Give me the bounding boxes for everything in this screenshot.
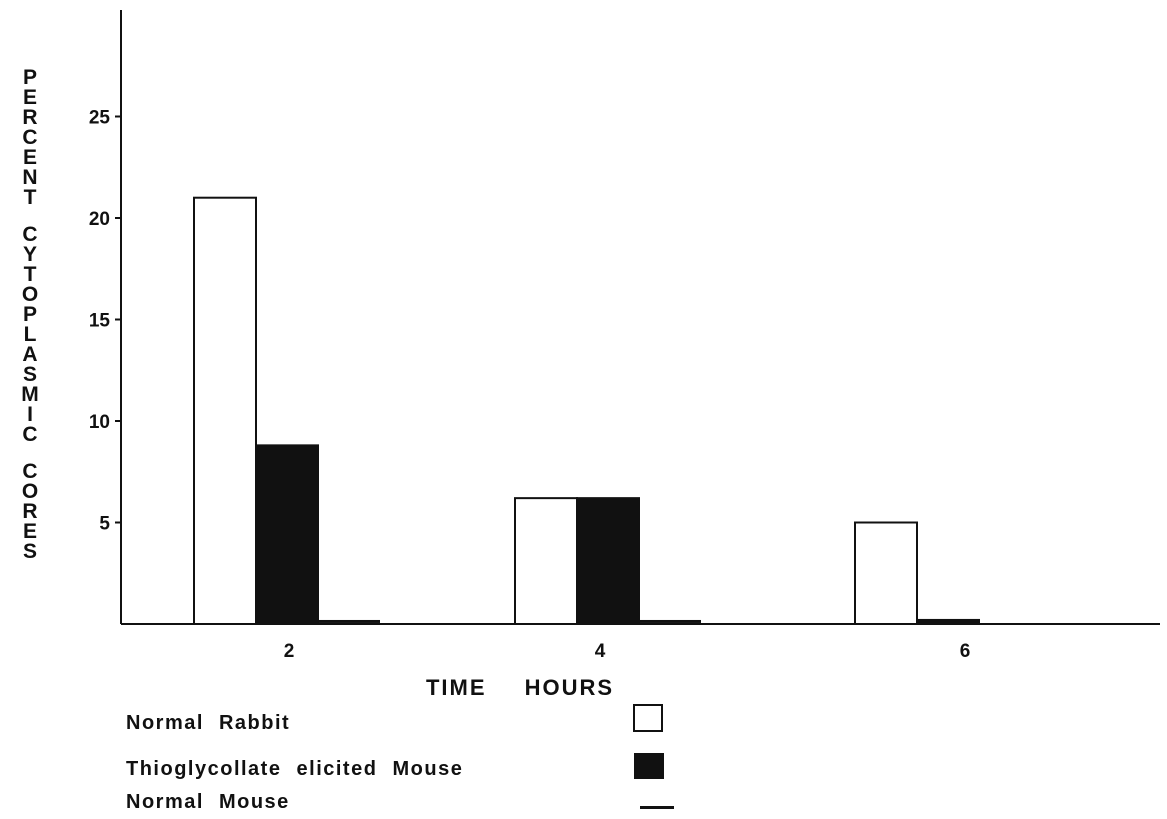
bar-thioglycollate-elicited-mouse-6: [916, 618, 980, 626]
y-axis-title-letter: R: [22, 106, 37, 129]
y-axis-title-letter: O: [22, 480, 38, 503]
y-tick-label: 15: [89, 311, 111, 332]
legend-swatch: [633, 704, 663, 732]
bar-normal-mouse-2: [318, 619, 380, 623]
y-axis-title-letter: O: [22, 283, 38, 306]
y-axis-title-letter: R: [22, 500, 37, 523]
legend-label: Thioglycollate elicited Mouse: [126, 758, 463, 780]
y-axis-title-letter: E: [23, 520, 37, 543]
y-axis-title-letter: T: [24, 186, 37, 209]
bar-normal-rabbit-2: [193, 196, 257, 625]
y-axis-title-letter: C: [22, 423, 37, 446]
y-axis-title-letter: L: [24, 323, 37, 346]
x-axis-title: TIME HOURS: [426, 675, 614, 700]
y-tick-label: 20: [89, 209, 110, 230]
y-axis-title-letter: S: [23, 363, 37, 386]
legend-label: Normal Mouse: [126, 791, 290, 813]
legend: Normal Rabbit Thioglycollate elicited Mou…: [126, 704, 674, 813]
y-axis-title-letter: M: [21, 383, 39, 406]
legend-swatch: [634, 753, 664, 779]
y-axis-title-letter: P: [23, 66, 37, 89]
x-tick-label: 2: [284, 641, 295, 662]
y-axis-title-letter: N: [22, 166, 37, 189]
y-axis-title-letter: C: [22, 126, 37, 149]
y-axis-title-letter: C: [22, 223, 37, 246]
x-tick-label: 4: [595, 641, 606, 662]
bar-normal-rabbit-4: [514, 497, 578, 626]
legend-swatch: [640, 806, 674, 809]
y-axis-title-letter: P: [23, 303, 37, 326]
y-axis-title-letter: S: [23, 540, 37, 563]
bar-normal-rabbit-6: [854, 521, 918, 625]
x-ticks: 2 4 6: [284, 641, 971, 662]
y-tick-label: 5: [99, 514, 110, 535]
y-axis-title-letter: I: [27, 403, 33, 426]
y-ticks: 5 10 15 20 25: [89, 108, 121, 535]
bar-normal-mouse-4: [639, 619, 701, 623]
legend-label: Normal Rabbit: [126, 712, 290, 734]
y-tick-label: 25: [89, 108, 111, 129]
y-axis-title-letter: A: [22, 343, 37, 366]
bar-thioglycollate-elicited-mouse-4: [576, 497, 640, 626]
y-axis-title-letter: C: [22, 460, 37, 483]
y-axis-title-letter: E: [23, 86, 37, 109]
y-axis-title-letter: T: [24, 263, 37, 286]
x-tick-label: 6: [960, 641, 971, 662]
y-axis-title-letter: E: [23, 146, 37, 169]
y-tick-label: 10: [89, 412, 110, 433]
y-axis-title-letter: Y: [23, 243, 37, 266]
bars: [193, 196, 980, 626]
bar-thioglycollate-elicited-mouse-2: [255, 444, 319, 625]
